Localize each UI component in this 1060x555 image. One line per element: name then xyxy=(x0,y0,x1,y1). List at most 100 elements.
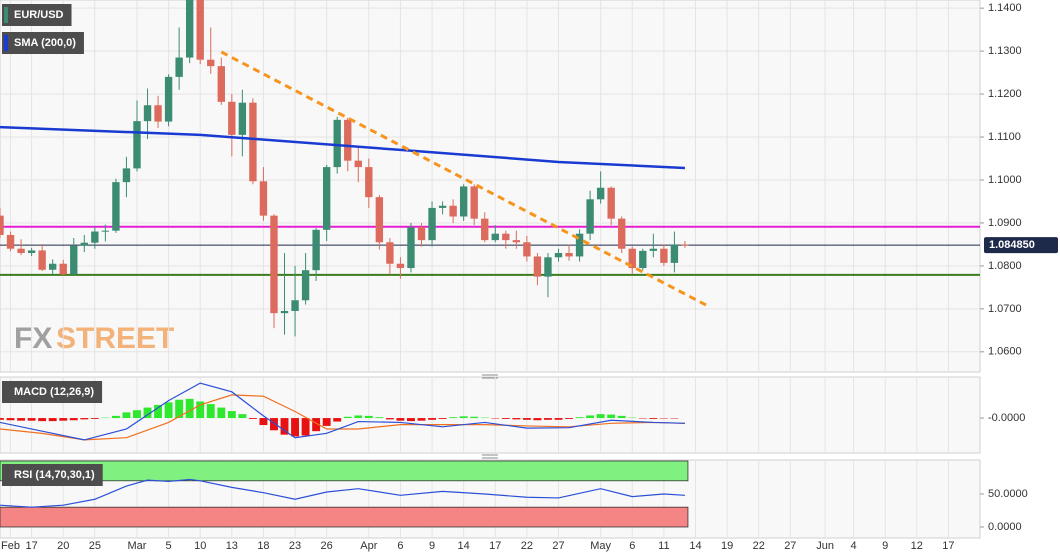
candle-body xyxy=(407,227,415,269)
histogram-bar xyxy=(459,416,468,419)
y-tick-label: 1.1400 xyxy=(988,2,1022,14)
rsi-line xyxy=(0,478,685,508)
x-tick-label: 13 xyxy=(226,540,238,552)
candle-body xyxy=(17,248,25,254)
candle-body xyxy=(523,242,531,257)
band xyxy=(0,460,689,482)
histogram-bar xyxy=(512,418,521,420)
histogram-bar xyxy=(554,418,563,420)
candle-body xyxy=(607,187,615,219)
candle-body xyxy=(291,300,299,312)
band xyxy=(0,506,689,528)
x-tick-label: 5 xyxy=(166,540,172,552)
histogram-bar xyxy=(312,418,321,432)
histogram-bar xyxy=(111,415,120,419)
histogram-bar xyxy=(175,399,184,419)
histogram-bar xyxy=(407,418,415,422)
candle-body xyxy=(565,253,573,257)
x-tick-label: 20 xyxy=(57,540,69,552)
histogram-bar xyxy=(364,415,373,419)
label-marker xyxy=(4,35,8,51)
label-box xyxy=(2,32,84,54)
candle-body xyxy=(660,248,668,263)
candle-body xyxy=(207,59,215,67)
histogram-bar xyxy=(90,418,99,419)
histogram-bar xyxy=(417,418,426,421)
macd-line xyxy=(0,382,685,441)
candle-body xyxy=(6,234,15,249)
candle-body xyxy=(481,218,489,241)
candle-body xyxy=(333,119,341,168)
histogram-bar xyxy=(333,418,342,422)
candle-body xyxy=(544,257,552,277)
watermark-street: STREET xyxy=(56,322,174,355)
candle-body xyxy=(91,231,99,243)
histogram-bar xyxy=(375,417,384,419)
panel-label: EUR/USD xyxy=(2,4,72,26)
y-tick-label: 1.1100 xyxy=(988,131,1021,143)
y-tick-label: 50.0000 xyxy=(988,488,1028,500)
x-tick-label: 22 xyxy=(521,540,533,552)
candle-body xyxy=(196,0,204,60)
candle-body xyxy=(164,76,173,122)
candle-body xyxy=(270,215,278,314)
histogram-bar xyxy=(575,417,584,419)
histogram-bar xyxy=(164,402,173,419)
label-text: EUR/USD xyxy=(14,9,64,21)
candle-body xyxy=(502,233,510,241)
candle-body xyxy=(49,263,57,270)
histogram-bar xyxy=(17,418,26,421)
histogram-bar xyxy=(428,418,436,420)
histogram-bar xyxy=(586,415,595,419)
candle-body xyxy=(554,253,563,258)
x-tick-label: 6 xyxy=(629,540,635,552)
candle-body xyxy=(533,256,542,277)
candle-body xyxy=(438,205,447,208)
watermark-fx: FX xyxy=(14,322,52,355)
candle-body xyxy=(301,270,310,301)
candle-body xyxy=(365,167,373,198)
candle-body xyxy=(38,250,46,270)
x-tick-label: 27 xyxy=(552,540,564,552)
histogram-bar xyxy=(196,401,205,419)
histogram-bar xyxy=(544,418,552,420)
candle-body xyxy=(280,311,289,314)
x-tick-label: 27 xyxy=(784,540,796,552)
x-tick-label: 25 xyxy=(89,540,101,552)
plot-area xyxy=(0,0,980,337)
histogram-bar xyxy=(259,418,268,426)
x-tick-label: 14 xyxy=(689,540,701,552)
x-tick-label: 11 xyxy=(658,540,669,552)
candle-body xyxy=(175,57,183,77)
candle-body xyxy=(628,248,636,269)
x-tick-label: 22 xyxy=(753,540,765,552)
candle-body xyxy=(649,248,658,251)
x-tick-label: Mar xyxy=(128,540,147,552)
candle-body xyxy=(217,66,225,102)
histogram-bar xyxy=(501,418,510,419)
candle-body xyxy=(143,105,152,122)
candle-body xyxy=(228,101,236,135)
histogram-bar xyxy=(185,398,194,419)
candle-body xyxy=(27,250,36,254)
candle-body xyxy=(375,197,384,243)
candle-body xyxy=(70,245,78,275)
y-tick-label: 0.0000 xyxy=(988,521,1022,533)
candle-body xyxy=(596,187,605,200)
candle-body xyxy=(154,105,162,122)
candle-body xyxy=(681,244,689,246)
candle-body xyxy=(470,186,478,219)
histogram-bar xyxy=(69,418,78,421)
histogram-bar xyxy=(607,414,616,419)
candle-body xyxy=(344,119,352,161)
x-tick-label: 9 xyxy=(429,540,435,552)
histogram-bar xyxy=(438,418,447,419)
x-tick-label: 17 xyxy=(942,540,954,552)
x-tick-label: 23 xyxy=(289,540,301,552)
label-text: SMA (200,0) xyxy=(14,37,76,49)
y-tick-label: -0.0000 xyxy=(988,412,1025,424)
histogram-bar xyxy=(122,412,131,419)
panel-label: MACD (12,26,9) xyxy=(2,381,103,403)
histogram-bar xyxy=(48,418,57,422)
